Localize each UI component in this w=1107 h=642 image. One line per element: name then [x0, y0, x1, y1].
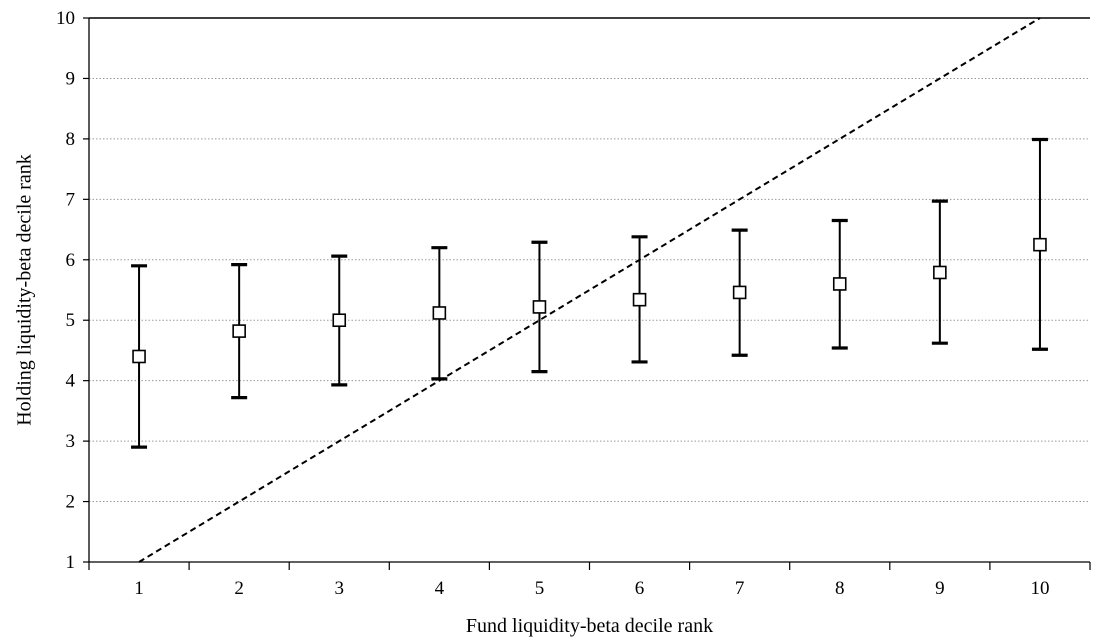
data-point-marker	[832, 277, 847, 291]
data-point-marker	[732, 285, 747, 300]
y-tick-label: 8	[66, 129, 76, 150]
x-tick-label: 10	[1030, 578, 1049, 599]
y-tick-label: 7	[66, 189, 76, 210]
y-tick-label: 2	[66, 492, 76, 513]
x-tick-label: 3	[335, 578, 345, 599]
x-tick-label: 7	[735, 578, 745, 599]
y-tick-label: 3	[66, 431, 76, 452]
y-tick-label: 9	[66, 68, 76, 89]
data-point-marker	[332, 313, 347, 328]
y-axis-title: Holding liquidity-beta decile rank	[14, 154, 36, 426]
data-point-marker	[933, 265, 947, 280]
data-point-marker	[132, 349, 146, 364]
x-tick-label: 1	[134, 578, 144, 599]
x-axis-ticks: 1 2 3 4 5 6 7 8 9 10	[88, 562, 1091, 599]
y-tick-label: 4	[66, 371, 76, 392]
y-tick-label: 6	[66, 250, 76, 271]
y-tick-label: 5	[66, 310, 76, 331]
reference-line-group	[138, 17, 1041, 563]
data-points	[132, 237, 1047, 364]
y-axis-ticks: 1 2 3 4 5 6 7 8 9 10	[56, 8, 89, 573]
data-point-marker	[632, 292, 647, 307]
y-tick-label: 1	[66, 552, 76, 573]
data-point-marker	[1033, 237, 1047, 252]
data-point-marker	[232, 324, 246, 338]
x-tick-label: 5	[535, 578, 545, 599]
x-tick-label: 6	[635, 578, 645, 599]
x-tick-label: 2	[234, 578, 244, 599]
x-axis-title: Fund liquidity-beta decile rank	[466, 615, 713, 637]
x-tick-label: 8	[835, 578, 845, 599]
data-point-marker	[432, 306, 447, 320]
x-tick-label: 9	[935, 578, 945, 599]
data-point-marker	[532, 300, 547, 314]
x-tick-label: 4	[435, 578, 445, 599]
reference-line	[138, 17, 1041, 563]
y-tick-label: 10	[56, 8, 75, 29]
error-bars	[131, 137, 1048, 449]
